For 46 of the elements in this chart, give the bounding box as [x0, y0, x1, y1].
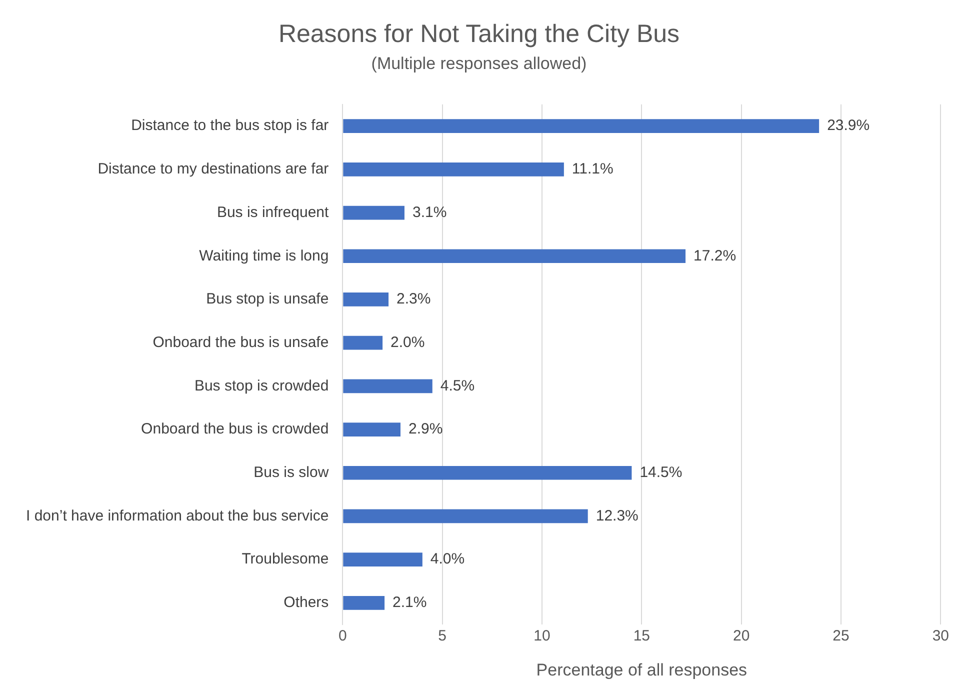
y-tick-label: Onboard the bus is crowded: [141, 420, 329, 438]
x-axis-title: Percentage of all responses: [536, 660, 748, 680]
y-tick-label: Bus stop is unsafe: [206, 290, 329, 308]
y-tick-label: Bus is infrequent: [216, 204, 330, 221]
bar: [343, 292, 389, 306]
chart-subtitle: (Multiple responses allowed): [371, 54, 587, 73]
data-label: 2.9%: [408, 420, 443, 438]
data-label: 11.1%: [572, 160, 614, 178]
bar: [343, 509, 588, 524]
bar: [343, 552, 422, 567]
x-tick-label: 25: [832, 628, 850, 645]
bar: [343, 249, 686, 264]
data-label: 14.5%: [640, 464, 682, 482]
bar: [343, 206, 404, 220]
bar: [343, 119, 820, 134]
y-tick-label: Onboard the bus is unsafe: [152, 334, 329, 351]
chart-title: Reasons for Not Taking the City Bus: [278, 20, 680, 48]
y-tick-label: Bus is slow: [254, 464, 329, 482]
y-tick-label: Others: [284, 594, 329, 612]
bar: [343, 422, 400, 436]
y-tick-label: Waiting time is long: [199, 247, 329, 264]
y-tick-label: Troublesome: [242, 550, 329, 568]
data-label: 4.5%: [440, 377, 475, 394]
x-tick-label: 30: [932, 628, 949, 645]
x-tick-label: 15: [633, 628, 650, 645]
data-label: 3.1%: [412, 204, 447, 221]
x-tick-label: 5: [438, 628, 447, 645]
x-tick-label: 20: [732, 628, 750, 645]
y-tick-label: I don’t have information about the bus service: [26, 507, 329, 524]
bar: [343, 162, 564, 176]
data-label: 12.3%: [596, 507, 638, 524]
data-label: 23.9%: [827, 117, 870, 134]
x-tick-label: 0: [338, 628, 347, 645]
data-label: 17.2%: [694, 247, 736, 264]
y-tick-label: Distance to the bus stop is far: [131, 117, 329, 134]
y-tick-label: Bus stop is crowded: [194, 377, 329, 394]
bar: [343, 336, 383, 350]
y-tick-label: Distance to my destinations are far: [98, 160, 329, 178]
data-label: 2.1%: [392, 594, 427, 612]
x-tick-label: 10: [534, 628, 550, 645]
bar: [343, 466, 632, 480]
data-label: 2.3%: [396, 290, 431, 308]
bar: [343, 379, 432, 394]
data-label: 4.0%: [430, 550, 465, 568]
bar: [343, 596, 385, 610]
data-label: 2.0%: [390, 334, 425, 351]
